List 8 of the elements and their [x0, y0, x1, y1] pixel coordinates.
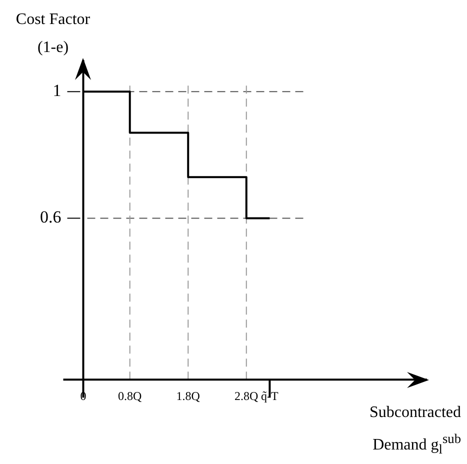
y-tick-label: 1 [52, 81, 62, 100]
y-axis-title: Cost Factor (1-e) [14, 10, 92, 58]
x-tick-label: 0 [80, 388, 86, 403]
x-tick-label: 1.8Q [176, 388, 200, 403]
x-tick-label: q̃-T [261, 388, 280, 403]
y-tick-label: 0.6 [40, 208, 62, 227]
x-tick-label: 0.8Q [118, 388, 142, 403]
x-tick-label: 2.8Q [234, 388, 259, 403]
